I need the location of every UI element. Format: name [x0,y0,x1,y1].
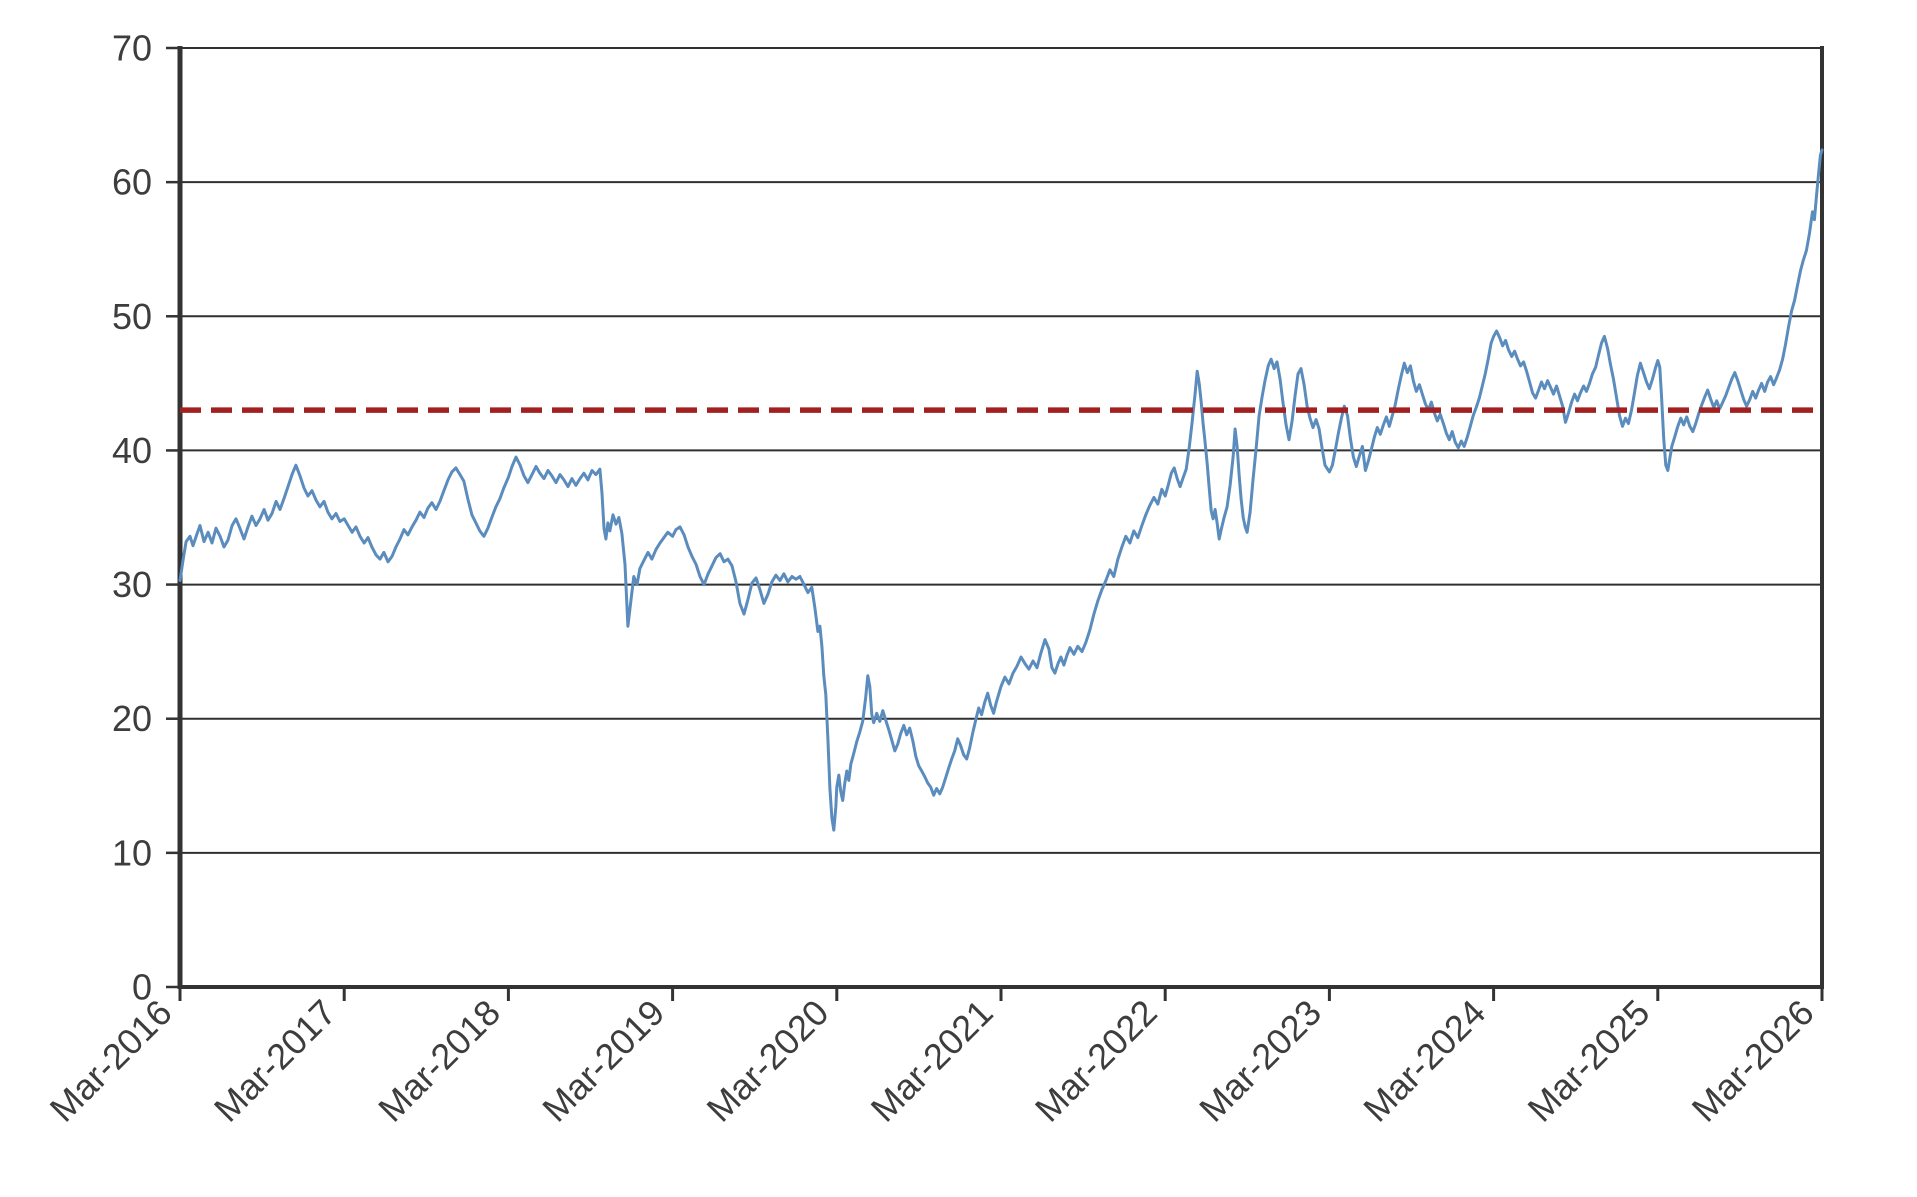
x-tick-label: Mar-2026 [1684,992,1822,1130]
y-axis-labels-group: 0 10 20 30 40 50 60 70 [112,28,152,1008]
x-tick-label: Mar-2022 [1027,992,1165,1130]
x-tick-label: Mar-2025 [1520,992,1658,1130]
y-tick-label: 60 [112,162,152,203]
x-tick-label: Mar-2023 [1191,992,1329,1130]
x-tick-label: Mar-2024 [1355,992,1493,1130]
y-tick-label: 40 [112,430,152,471]
x-axis-labels-group: Mar-2016 Mar-2017 Mar-2018 Mar-2019 Mar-2020… [42,992,1822,1130]
price-series-line [178,148,1824,832]
data-series-group [178,148,1824,832]
x-tick-label: Mar-2020 [699,992,837,1130]
tick-marks-group [166,46,1824,1001]
y-tick-label: 0 [132,967,152,1008]
y-tick-label: 70 [112,28,152,69]
y-tick-label: 10 [112,832,152,873]
y-tick-label: 30 [112,564,152,605]
y-tick-label: 50 [112,296,152,337]
x-tick-label: Mar-2016 [42,992,180,1130]
y-tick-label: 20 [112,698,152,739]
gridlines-group [180,47,1822,854]
x-tick-label: Mar-2018 [370,992,508,1130]
x-tick-label: Mar-2021 [863,992,1001,1130]
x-tick-label: Mar-2019 [534,992,672,1130]
x-tick-label: Mar-2017 [206,992,344,1130]
